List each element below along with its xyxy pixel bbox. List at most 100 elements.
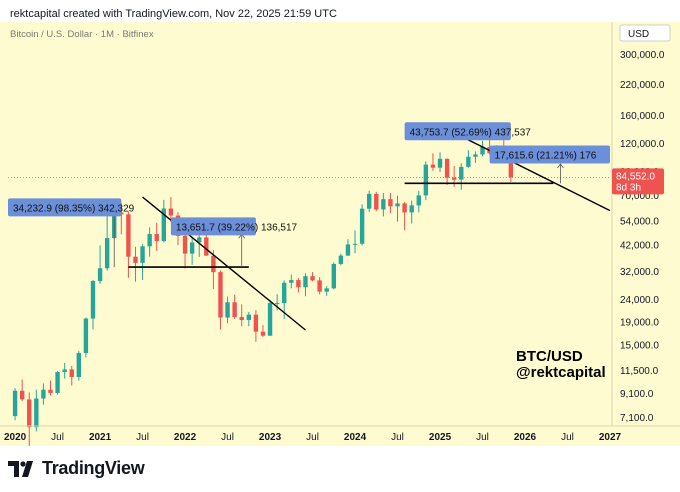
- candle-body: [388, 199, 393, 207]
- candle-body: [459, 166, 464, 180]
- measure-arrow-head: [557, 163, 564, 169]
- candle-body: [324, 288, 329, 292]
- candle-body: [62, 369, 67, 373]
- candle-body: [133, 256, 138, 263]
- candle-body: [168, 208, 174, 216]
- price-tick-label: 9,100.0: [620, 389, 654, 400]
- candle-body: [12, 390, 18, 417]
- candle-body: [416, 195, 421, 206]
- candle-body: [182, 235, 188, 254]
- tradingview-logo-icon: [8, 460, 33, 477]
- price-tick-label: 7,100.0: [620, 413, 654, 424]
- candle-body: [367, 193, 372, 209]
- price-tick-label: 70,000.0: [620, 191, 659, 202]
- price-tick-label: 42,000.0: [620, 241, 659, 252]
- candle-body: [359, 208, 365, 244]
- price-axis-background: [612, 22, 680, 446]
- price-tick-label: 11,500.0: [620, 366, 659, 377]
- candle-body: [154, 234, 159, 242]
- time-tick-label: 2020: [4, 432, 27, 443]
- tradingview-brand[interactable]: TradingView: [8, 458, 145, 479]
- candle-body: [508, 152, 514, 178]
- candle-body: [161, 208, 167, 242]
- annotation-label-text: 17,615.6 (21.21%) 176: [495, 151, 597, 162]
- chart-area[interactable]: 34,232.9 (98.35%) 342,329 13,651.7 (39.22…: [0, 22, 680, 446]
- candle-body: [34, 398, 39, 428]
- candle-body: [345, 244, 351, 256]
- candlestick-chart[interactable]: 34,232.9 (98.35%) 342,329 13,651.7 (39.22…: [0, 22, 680, 446]
- annotation-label-text: 34,232.9 (98.35%) 342,329: [13, 203, 135, 214]
- candle-body: [253, 314, 259, 332]
- time-tick-label: Jul: [476, 432, 489, 443]
- price-tick-label: 160,000.0: [620, 111, 665, 122]
- price-tick-label: 24,000.0: [620, 295, 659, 306]
- candle-body: [374, 193, 379, 210]
- candle-body: [147, 234, 152, 247]
- candle-body: [338, 255, 344, 264]
- candle-body: [41, 389, 46, 399]
- candle-body: [189, 242, 195, 254]
- annotation-label-text: 13,651.7 (39.22%) 136,517: [176, 222, 298, 233]
- candle-body: [430, 164, 436, 168]
- annotation-label-box: [404, 122, 511, 141]
- annotation-label-box: [489, 145, 610, 164]
- candle-body: [204, 237, 209, 256]
- candle-body: [451, 177, 457, 180]
- currency-badge[interactable]: [619, 24, 671, 42]
- current-price-badge: [612, 168, 664, 195]
- candle-body: [83, 318, 89, 354]
- time-tick-label: 2023: [259, 432, 282, 443]
- time-tick-label: 2027: [599, 432, 622, 443]
- symbol-label: Bitcoin / U.S. Dollar · 1M · Bitfinex: [10, 29, 154, 40]
- time-tick-label: Jul: [221, 432, 234, 443]
- time-axis: 2020 Jul 2021 Jul 2022 Jul 2023 Jul 2024 Jul 2025 J…: [4, 432, 622, 443]
- annotation-label-text: 43,753.7 (52.69%) 437,537: [410, 127, 532, 138]
- candle-body: [381, 199, 386, 210]
- candle-body: [225, 302, 230, 318]
- candle-body: [423, 164, 429, 196]
- price-tick-label: 19,000.0: [620, 318, 659, 329]
- candle-body: [69, 369, 74, 377]
- overlay-group: 34,232.9 (98.35%) 342,329 13,651.7 (39.22…: [8, 122, 611, 331]
- candle-body: [55, 372, 60, 393]
- candle-body: [246, 314, 251, 321]
- time-tick-label: Jul: [561, 432, 574, 443]
- price-tick-label: 120,000.0: [620, 139, 665, 150]
- brand-name: TradingView: [42, 458, 145, 478]
- candle-body: [310, 276, 315, 281]
- candle-body: [466, 156, 471, 167]
- candle-body: [97, 268, 103, 282]
- candle-body: [437, 158, 443, 168]
- candle-body: [197, 237, 202, 243]
- candle-body: [218, 272, 223, 318]
- candle-body: [444, 158, 450, 178]
- price-axis: 300,000.0220,000.0160,000.0120,000.090,0…: [612, 50, 665, 424]
- currency-label: USD: [628, 29, 649, 40]
- candle-body: [126, 214, 131, 257]
- countdown-label: 8d 3h: [616, 182, 641, 193]
- time-tick-label: 2022: [174, 432, 197, 443]
- candle-body: [303, 276, 308, 288]
- candle-body: [104, 238, 110, 269]
- candle-body: [274, 303, 280, 305]
- candle-body: [282, 282, 287, 304]
- candle-body: [289, 280, 294, 283]
- candles-group: [12, 138, 514, 446]
- candle-body: [140, 246, 145, 263]
- candle-body: [267, 303, 273, 336]
- watermark-line1: BTC/USD: [516, 348, 583, 365]
- candle-body: [90, 281, 96, 319]
- candle-body: [473, 154, 478, 157]
- price-tick-label: 54,000.0: [620, 216, 659, 227]
- candle-body: [296, 280, 301, 288]
- time-tick-label: 2025: [429, 432, 452, 443]
- time-tick-label: Jul: [136, 432, 149, 443]
- watermark-line2: @rektcapital: [516, 364, 606, 381]
- time-tick-label: 2021: [89, 432, 112, 443]
- time-tick-label: Jul: [306, 432, 319, 443]
- candle-body: [395, 203, 400, 207]
- chart-header: rektcapital created with TradingView.com…: [10, 8, 337, 20]
- candle-body: [27, 399, 32, 428]
- candle-body: [480, 146, 485, 155]
- candle-body: [76, 353, 82, 377]
